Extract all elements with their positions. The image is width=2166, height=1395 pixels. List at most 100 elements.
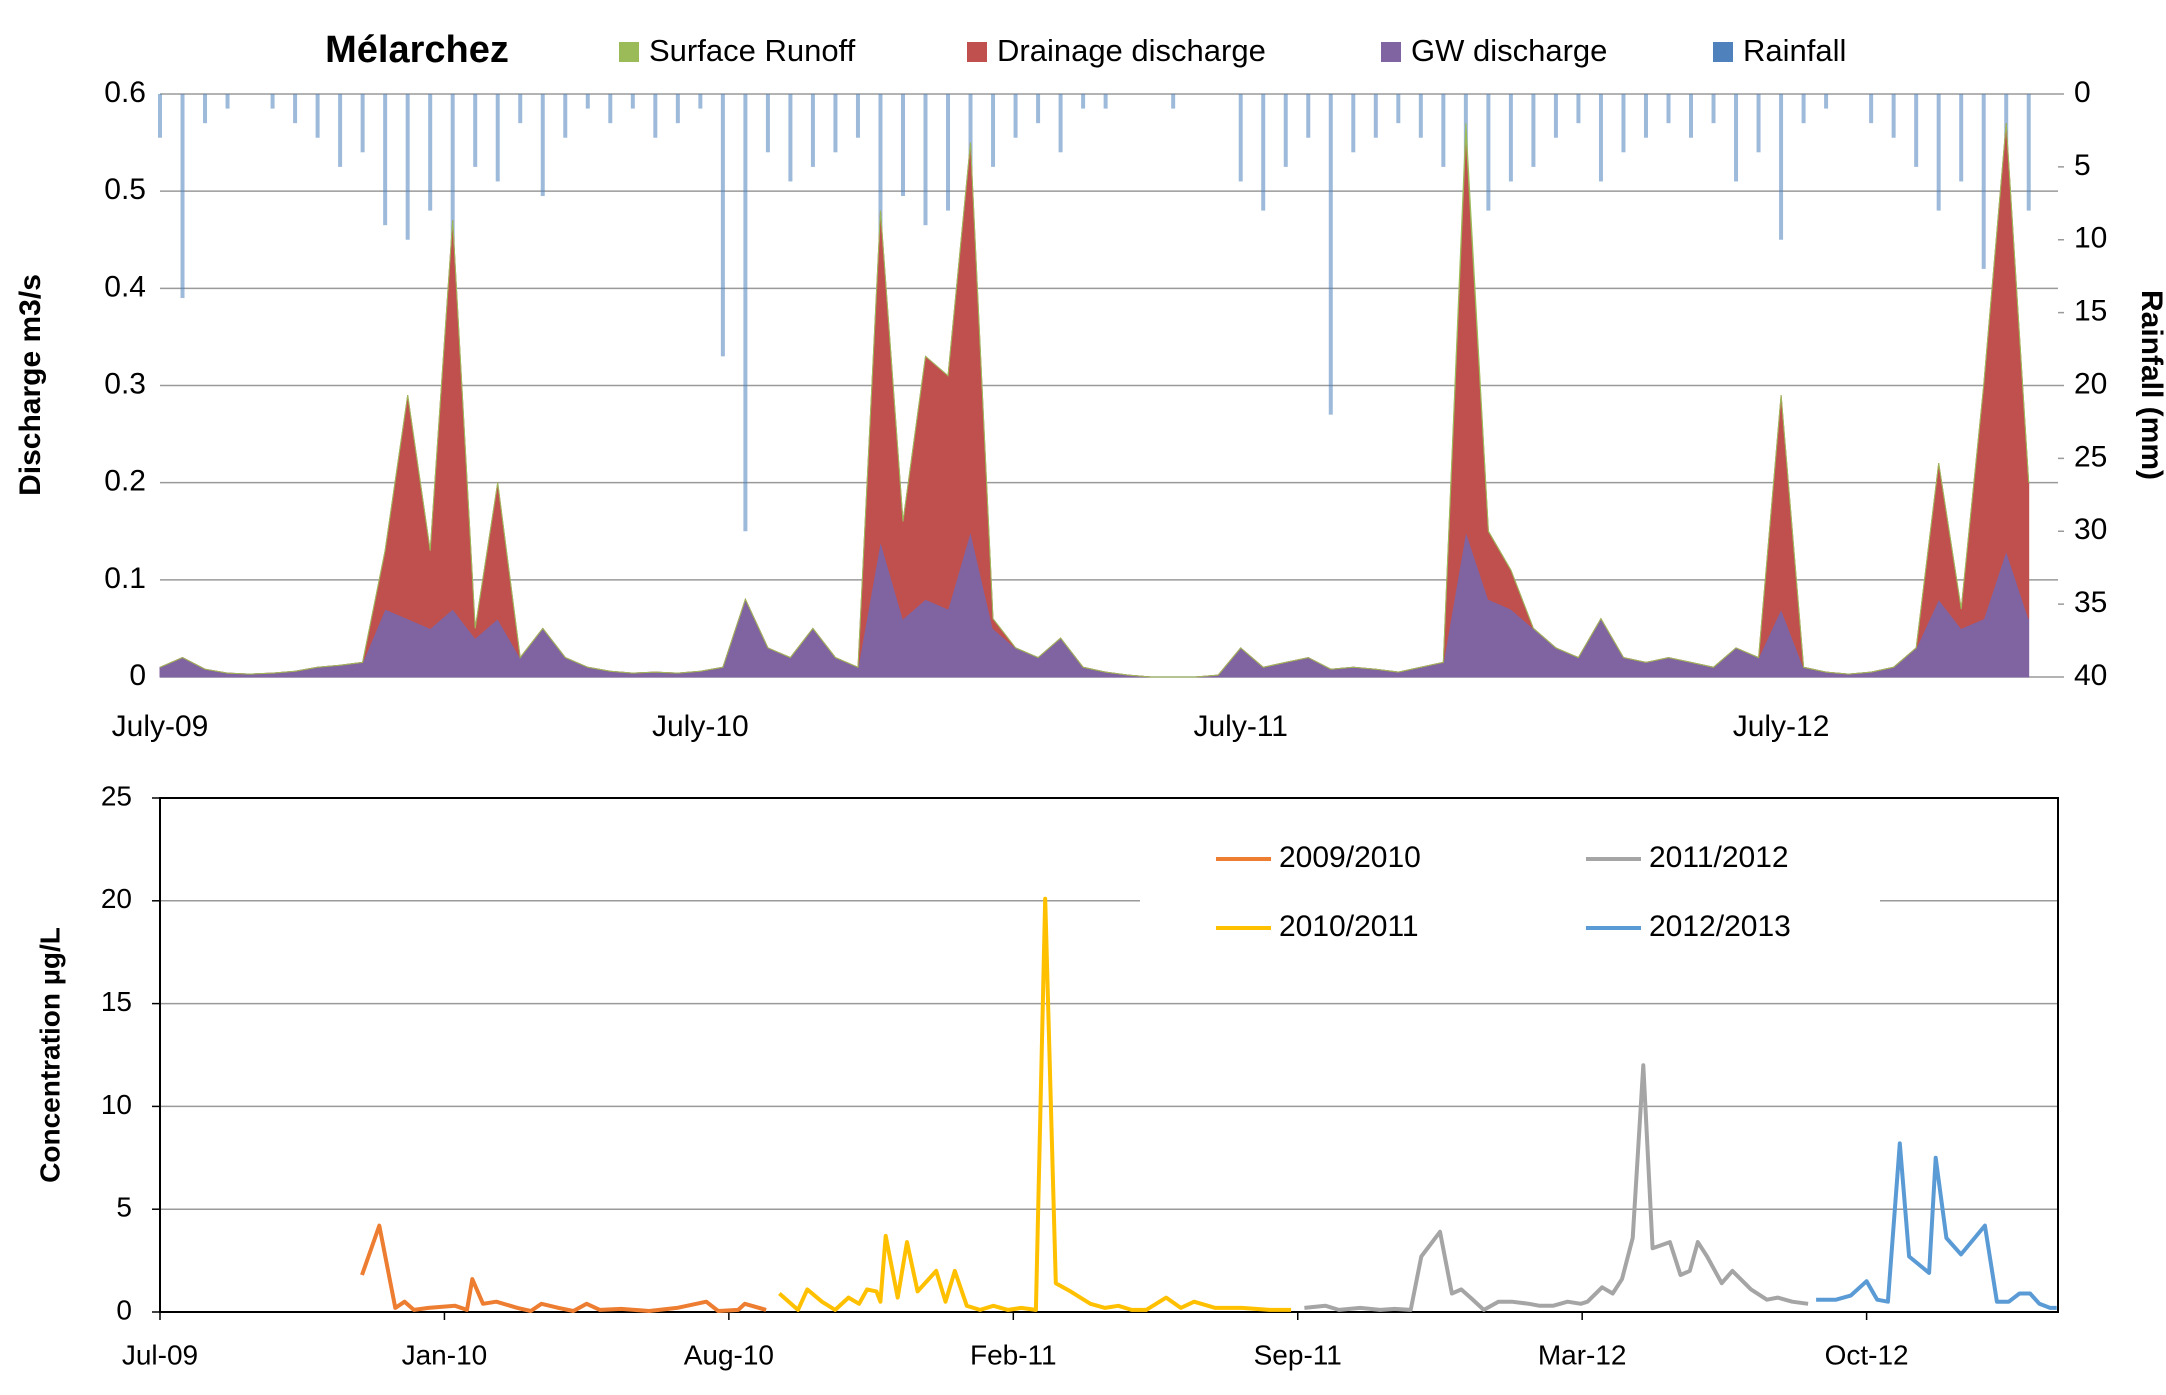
y-tick-label: 10 <box>101 1089 132 1120</box>
rain-bar <box>1373 94 1378 138</box>
rain-bar <box>743 94 748 532</box>
rain-bar <box>855 94 860 138</box>
rain-bar <box>1418 94 1423 138</box>
rain-bar <box>1756 94 1761 153</box>
rain-bar <box>338 94 343 167</box>
rain-bar <box>1531 94 1536 167</box>
rain-bar <box>1441 94 1446 167</box>
rain-bar <box>1598 94 1603 182</box>
rain-bar <box>473 94 478 167</box>
y2-tick-label: 25 <box>2074 440 2107 473</box>
rain-bar <box>585 94 590 109</box>
chart-title: Mélarchez <box>325 29 509 71</box>
x-tick-label: July-10 <box>652 710 749 743</box>
rain-bar <box>518 94 523 124</box>
rain-bar <box>2026 94 2031 211</box>
x-tick-label: Sep-11 <box>1254 1339 1342 1370</box>
rain-bar <box>1734 94 1739 182</box>
legend-swatch <box>967 42 987 62</box>
rain-bar <box>1283 94 1288 167</box>
y-axis-title: Discharge m3/s <box>14 274 47 496</box>
rain-bar <box>540 94 545 197</box>
rain-bar <box>1238 94 1243 182</box>
x-tick-label: Mar-12 <box>1538 1339 1627 1370</box>
y2-tick-label: 35 <box>2074 586 2107 619</box>
rain-bar <box>428 94 433 211</box>
rain-bar <box>1936 94 1941 211</box>
rain-bar <box>1643 94 1648 138</box>
rain-bar <box>1689 94 1694 138</box>
rain-bar <box>180 94 185 299</box>
y-tick-label: 0 <box>129 659 146 692</box>
y2-tick-label: 15 <box>2074 295 2107 328</box>
y2-tick-label: 0 <box>2074 76 2091 109</box>
y2-tick-label: 20 <box>2074 367 2107 400</box>
y2-axis-title: Rainfall (mm) <box>2135 290 2166 480</box>
rain-bar <box>1553 94 1558 138</box>
y-tick-label: 0.1 <box>104 562 146 595</box>
rain-bar <box>991 94 996 167</box>
rain-bar <box>630 94 635 109</box>
rain-bar <box>1306 94 1311 138</box>
rain-bar <box>1261 94 1266 211</box>
rain-bar <box>225 94 230 109</box>
rain-bar <box>1576 94 1581 124</box>
y2-tick-label: 5 <box>2074 149 2091 182</box>
rain-bar <box>923 94 928 226</box>
x-tick-label: July-12 <box>1733 710 1830 743</box>
x-tick-label: Oct-12 <box>1825 1339 1909 1370</box>
rain-bar <box>1058 94 1063 153</box>
rain-bar <box>765 94 770 153</box>
y2-tick-label: 30 <box>2074 513 2107 546</box>
rain-bar <box>833 94 838 153</box>
legend-label: Surface Runoff <box>649 33 856 68</box>
rain-bar <box>1013 94 1018 138</box>
rain-bar <box>1824 94 1829 109</box>
legend-swatch <box>1713 42 1733 62</box>
plot-frame <box>159 797 2059 1313</box>
y-axis-title: Concentration µg/L <box>34 927 65 1183</box>
rain-bar <box>1351 94 1356 153</box>
rain-bar <box>1171 94 1176 109</box>
x-tick-label: Aug-10 <box>684 1339 774 1370</box>
rain-bar <box>563 94 568 138</box>
rain-bar <box>1036 94 1041 124</box>
y-tick-label: 0.6 <box>104 76 146 109</box>
rain-bar <box>675 94 680 124</box>
legend-swatch <box>619 42 639 62</box>
x-tick-label: Feb-11 <box>970 1339 1057 1370</box>
x-tick-label: Jul-09 <box>122 1339 198 1370</box>
rain-bar <box>405 94 410 240</box>
y2-tick-label: 40 <box>2074 659 2107 692</box>
rain-bar <box>1328 94 1333 415</box>
rain-bar <box>1891 94 1896 138</box>
rain-bar <box>158 94 162 138</box>
rain-bar <box>720 94 725 357</box>
rain-bar <box>1711 94 1716 124</box>
rain-bar <box>1801 94 1806 124</box>
series-line <box>360 1223 767 1313</box>
y-tick-label: 15 <box>101 986 132 1017</box>
rain-bar <box>608 94 613 124</box>
rain-bar <box>1396 94 1401 124</box>
y-tick-label: 0.5 <box>104 173 146 206</box>
x-tick-label: July-09 <box>112 710 209 743</box>
y-tick-label: 0.4 <box>104 270 146 303</box>
rain-bar <box>450 94 455 269</box>
y-tick-label: 0 <box>116 1294 132 1325</box>
rain-bar <box>293 94 298 124</box>
legend-label: 2010/2011 <box>1279 910 1419 943</box>
x-tick-label: Jan-10 <box>402 1339 488 1370</box>
rain-bar <box>1666 94 1671 124</box>
rain-bar <box>1486 94 1491 211</box>
legend-label: GW discharge <box>1411 33 1607 68</box>
rain-bar <box>1779 94 1784 240</box>
rain-bar <box>1959 94 1964 182</box>
legend-label: 2011/2012 <box>1649 841 1789 874</box>
rain-bar <box>1869 94 1874 124</box>
area <box>159 123 2030 678</box>
rain-bar <box>1981 94 1986 269</box>
legend-swatch <box>1381 42 1401 62</box>
y-tick-label: 0.3 <box>104 367 146 400</box>
